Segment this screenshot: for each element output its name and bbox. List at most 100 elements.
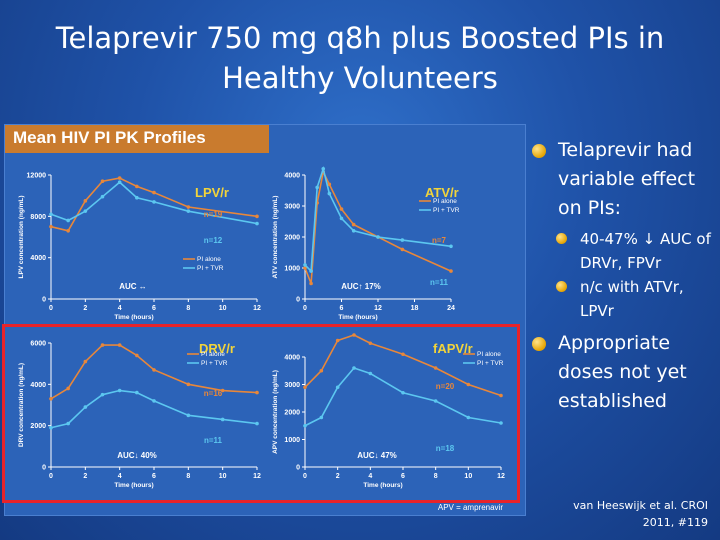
y-tick-label: 0 — [42, 465, 46, 472]
data-point — [83, 359, 88, 364]
data-point — [255, 421, 259, 426]
bullet-1: Telaprevir had variable effect on PIs: — [532, 136, 718, 223]
legend-entry: PI + TVR — [201, 360, 228, 367]
y-axis-label: APV concentration (ng/mL) — [272, 370, 279, 454]
y-tick-label: 12000 — [27, 173, 47, 180]
data-point — [303, 423, 307, 428]
data-point — [449, 244, 453, 249]
data-point — [309, 269, 313, 273]
annotation: n=7 — [432, 236, 447, 245]
y-tick-label: 3000 — [284, 382, 300, 389]
data-point — [433, 399, 438, 403]
y-tick-label: 0 — [42, 297, 46, 304]
bullet-2: Appropriate doses not yet established — [532, 329, 718, 416]
data-point — [499, 421, 503, 425]
data-point — [303, 385, 307, 390]
data-point — [49, 224, 53, 229]
x-tick-label: 12 — [253, 473, 261, 480]
data-point — [433, 366, 438, 370]
data-point — [319, 368, 324, 373]
y-axis-label: DRV concentration (ng/mL) — [18, 363, 25, 447]
x-tick-label: 8 — [186, 473, 190, 480]
data-point — [368, 341, 373, 346]
data-point — [303, 263, 307, 267]
reference-citation: van Heeswijk et al. CROI 2011, #119 — [573, 499, 708, 529]
data-point — [368, 371, 373, 376]
x-tick-label: 12 — [253, 305, 261, 312]
legend-entry: PI alone — [201, 351, 225, 358]
y-tick-label: 4000 — [30, 382, 46, 389]
data-point — [466, 382, 471, 387]
data-point — [319, 415, 324, 420]
bullet-dot-icon — [556, 281, 567, 292]
panel-label: ATV/r — [425, 185, 459, 200]
data-point — [255, 390, 259, 395]
y-tick-label: 2000 — [284, 410, 300, 417]
legend-entry: PI + TVR — [477, 360, 504, 367]
y-tick-label: 0 — [296, 297, 300, 304]
data-point — [255, 221, 259, 226]
legend-entry: PI alone — [197, 256, 221, 263]
data-point — [49, 397, 53, 401]
annotation: n=11 — [430, 278, 449, 287]
panel-label: DRV/r — [199, 341, 235, 356]
pk-profiles-figure: Mean HIV PI PK Profiles 0 4000 8000 12000 0 2… — [4, 124, 526, 516]
y-tick-label: 4000 — [30, 255, 46, 262]
x-tick-label: 10 — [219, 473, 227, 480]
data-point — [186, 382, 191, 387]
x-tick-label: 0 — [303, 305, 307, 312]
data-point — [100, 343, 105, 347]
data-point — [315, 185, 319, 190]
data-point — [49, 212, 53, 217]
series-line-pi-tvr — [50, 389, 258, 429]
data-point — [376, 235, 380, 239]
data-point — [327, 191, 332, 196]
data-point — [466, 415, 471, 420]
y-tick-label: 2000 — [30, 423, 46, 430]
data-point — [400, 238, 405, 242]
annotation: n=11 — [204, 436, 223, 445]
data-point — [117, 343, 122, 347]
data-point — [220, 417, 225, 422]
data-point — [499, 393, 503, 398]
y-tick-label: 4000 — [284, 355, 300, 362]
x-tick-label: 8 — [434, 473, 438, 480]
data-point — [351, 229, 356, 233]
series-line-pi-alone — [304, 169, 452, 284]
data-point — [335, 385, 340, 390]
x-tick-label: 12 — [497, 473, 505, 480]
data-point — [135, 353, 139, 358]
x-axis-label: Time (hours) — [114, 482, 153, 489]
data-point — [186, 209, 191, 213]
bullet-1b-text: n/c with ATVr, LPVr — [580, 278, 684, 320]
data-point — [100, 392, 105, 397]
x-tick-label: 2 — [83, 305, 87, 312]
bullet-list: Telaprevir had variable effect on PIs: 4… — [532, 136, 718, 420]
data-point — [49, 425, 53, 430]
series-line-pi-tvr — [304, 165, 452, 273]
y-axis-label: LPV concentration (ng/mL) — [18, 195, 25, 278]
data-point — [449, 269, 453, 273]
y-tick-label: 6000 — [30, 341, 46, 348]
data-point — [401, 352, 405, 357]
panel-label: fAPV/r — [433, 341, 473, 356]
x-tick-label: 4 — [118, 305, 122, 312]
x-tick-label: 0 — [49, 473, 53, 480]
data-point — [327, 182, 332, 187]
y-tick-label: 3000 — [284, 204, 300, 211]
data-point — [66, 386, 70, 391]
x-tick-label: 4 — [118, 473, 122, 480]
bullet-dot-icon — [532, 337, 546, 351]
data-point — [352, 333, 356, 337]
x-tick-label: 12 — [374, 305, 382, 312]
data-point — [152, 200, 156, 204]
data-point — [66, 218, 70, 223]
annotation: n=16 — [204, 389, 223, 398]
x-tick-label: 0 — [49, 305, 53, 312]
legend-entry: PI alone — [477, 351, 501, 358]
data-point — [152, 190, 156, 195]
bullet-1a: 40-47% ↓ AUC of DRVr, FPVr — [532, 227, 718, 275]
data-point — [309, 281, 313, 286]
data-point — [339, 216, 344, 221]
